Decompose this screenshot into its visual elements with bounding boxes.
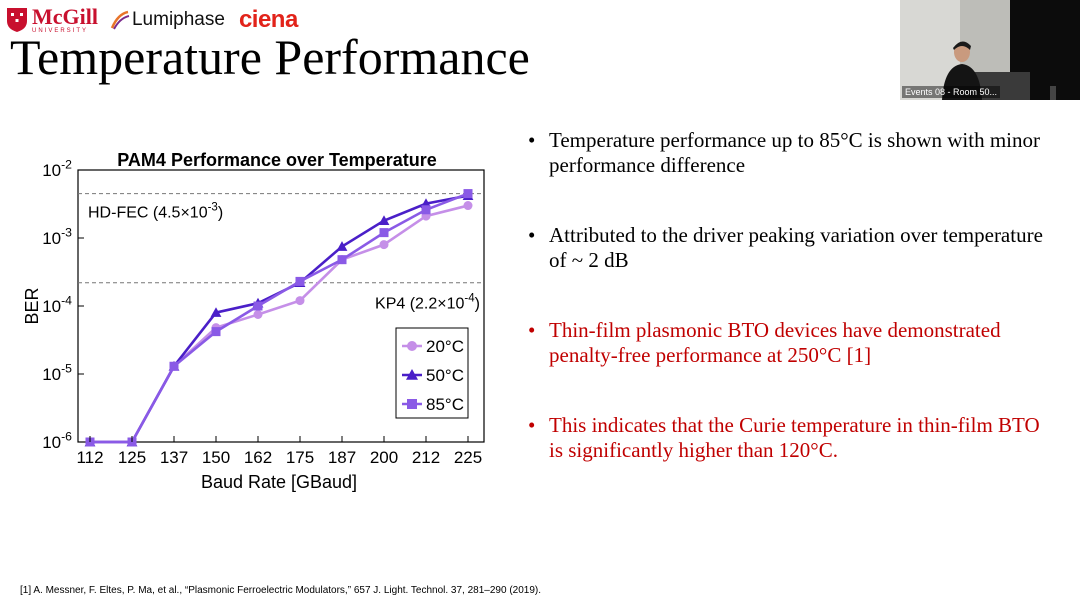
series-2-point-8	[421, 205, 431, 215]
slide-title: Temperature Performance	[10, 29, 530, 85]
x-tick-label-4: 162	[244, 448, 272, 467]
y-tick-label-4: 10-6	[42, 429, 72, 452]
series-0-point-9	[463, 201, 473, 211]
x-tick-label-2: 137	[160, 448, 188, 467]
legend-marker-0	[407, 341, 417, 351]
y-axis-label: BER	[22, 287, 42, 324]
x-tick-label-9: 225	[454, 448, 482, 467]
series-2-point-6	[337, 255, 347, 265]
mcgill-name: McGill	[32, 4, 98, 29]
x-tick-label-5: 175	[286, 448, 314, 467]
bullet-list: Temperature performance up to 85°C is sh…	[528, 128, 1048, 508]
threshold-lines: HD-FEC (4.5×10-3) KP4 (2.2×10-4)	[78, 193, 484, 313]
webcam-feed: Events 08 - Room 50...	[900, 0, 1080, 100]
footnote-reference: [1] A. Messner, F. Eltes, P. Ma, et al.,…	[20, 585, 542, 596]
series-1-point-3	[210, 307, 222, 317]
y-tick-label-2: 10-4	[42, 293, 72, 316]
x-axis-ticks: 112 125 137 150 162 175 187 200 212 225	[76, 436, 482, 467]
mcgill-logo: McGill UNIVERSITY	[6, 6, 98, 34]
mcgill-shield-icon	[7, 8, 27, 32]
x-tick-label-7: 200	[370, 448, 398, 467]
y-tick-label-3: 10-5	[42, 361, 72, 384]
y-tick-label-0: 10-2	[42, 157, 72, 180]
series-0-point-5	[295, 296, 305, 306]
threshold-label-1: KP4 (2.2×10-4)	[375, 293, 480, 313]
series-2-point-4	[253, 301, 263, 311]
legend-marker-1	[406, 369, 418, 380]
series-2-point-9	[463, 189, 473, 199]
bullet-4: This indicates that the Curie temperatur…	[528, 413, 1048, 463]
threshold-label-0: HD-FEC (4.5×10-3)	[88, 201, 223, 221]
ciena-logo: ciena	[238, 6, 298, 33]
x-tick-label-3: 150	[202, 448, 230, 467]
series-0-point-7	[379, 240, 389, 250]
series-2-point-3	[211, 327, 221, 337]
bullet-2: Attributed to the driver peaking variati…	[528, 223, 1048, 273]
webcam-label: Events 08 - Room 50...	[902, 86, 1001, 98]
mcgill-subtitle: UNIVERSITY	[32, 28, 89, 34]
chart-title: PAM4 Performance over Temperature	[117, 150, 436, 170]
x-axis-label: Baud Rate [GBaud]	[201, 472, 357, 492]
legend: 20°C 50°C 85°C	[395, 327, 469, 419]
ber-chart: PAM4 Performance over Temperature HD-FEC…	[22, 150, 485, 492]
legend-label-1: 50°C	[426, 366, 464, 385]
series-1-point-6	[336, 241, 348, 251]
logo-bar: McGill UNIVERSITY Lumiphase ciena	[6, 4, 298, 36]
x-tick-label-6: 187	[328, 448, 356, 467]
y-axis-ticks: 10-2 10-3 10-4 10-5 10-6	[42, 157, 84, 452]
series-2-point-7	[379, 228, 389, 238]
x-tick-label-1: 125	[118, 448, 146, 467]
x-tick-label-8: 212	[412, 448, 440, 467]
legend-label-0: 20°C	[426, 337, 464, 356]
series-0-point-4	[253, 309, 263, 319]
lumiphase-swoosh-icon	[110, 10, 130, 30]
y-tick-label-1: 10-3	[42, 225, 72, 248]
legend-marker-2	[407, 399, 417, 409]
series-1-point-7	[378, 215, 390, 225]
series-2-point-2	[169, 361, 179, 371]
series-line-2	[90, 192, 469, 444]
legend-label-2: 85°C	[426, 395, 464, 414]
bullet-3: Thin-film plasmonic BTO devices have dem…	[528, 318, 1048, 368]
x-tick-label-0: 112	[76, 448, 103, 467]
lumiphase-name: Lumiphase	[131, 9, 225, 30]
series-2-point-5	[295, 276, 305, 286]
lumiphase-logo: Lumiphase	[110, 9, 225, 31]
bullet-1: Temperature performance up to 85°C is sh…	[528, 128, 1048, 178]
webcam-scene	[900, 0, 1080, 100]
